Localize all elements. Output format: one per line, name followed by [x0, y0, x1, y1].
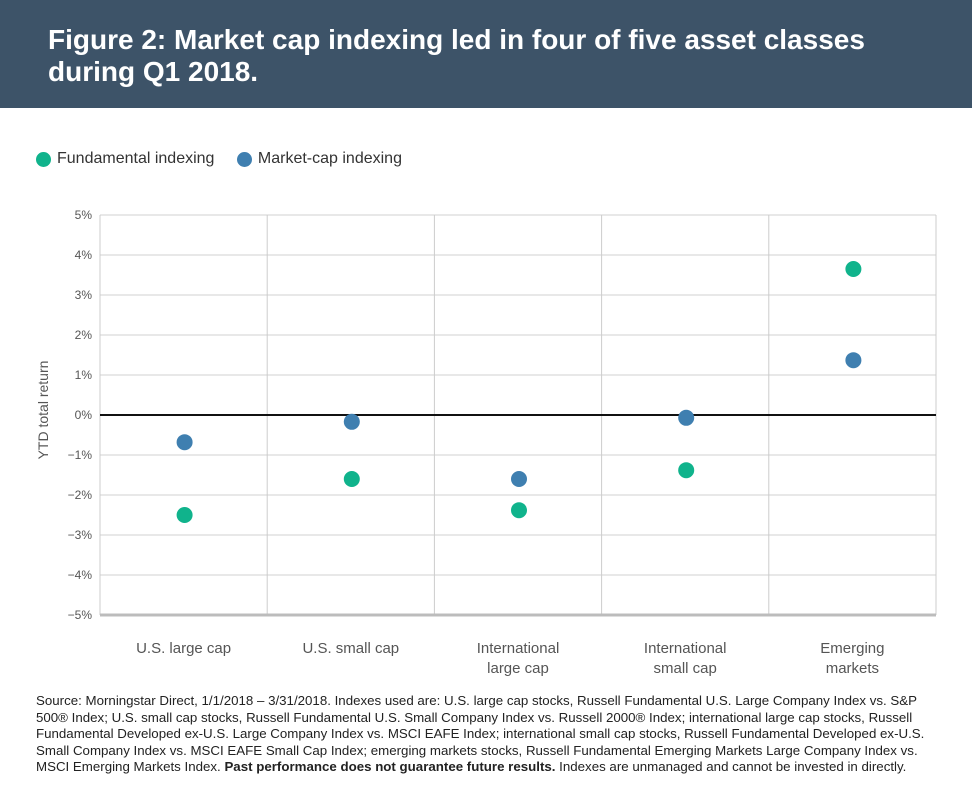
x-category-label: U.S. small cap	[302, 640, 399, 657]
figure-title: Figure 2: Market cap indexing led in fou…	[48, 24, 865, 87]
legend-dot-fundamental	[36, 151, 51, 167]
legend: Fundamental indexing Market-cap indexing	[36, 150, 420, 172]
y-tick-label: 0%	[75, 408, 93, 422]
x-category-label: U.S. large cap	[136, 640, 231, 657]
y-tick-label: −3%	[68, 528, 93, 542]
y-tick-label: −1%	[68, 448, 93, 462]
point-fundamental	[343, 471, 360, 487]
point-market-cap	[511, 471, 527, 487]
x-category-label: International	[477, 640, 560, 657]
point-fundamental	[511, 502, 527, 519]
x-category-label: International	[644, 640, 727, 657]
source-disclaimer: Past performance does not guarantee futu…	[224, 759, 556, 774]
y-tick-label: 5%	[75, 208, 93, 222]
header-banner: Figure 2: Market cap indexing led in fou…	[0, 0, 972, 108]
legend-dot-market-cap	[236, 151, 252, 167]
y-tick-label: −2%	[68, 488, 93, 502]
legend-label-market-cap: Market-cap indexing	[257, 150, 402, 167]
y-tick-label: −5%	[68, 608, 93, 622]
point-fundamental	[176, 507, 193, 523]
source-text-end: Indexes are unmanaged and cannot be inve…	[555, 759, 907, 774]
y-tick-label: 4%	[75, 248, 93, 262]
source-note: Source: Morningstar Direct, 1/1/2018 – 3…	[36, 693, 936, 776]
x-category-label: markets	[826, 660, 879, 677]
y-tick-label: 1%	[75, 368, 93, 382]
source-text: Source: Morningstar Direct, 1/1/2018 – 3…	[36, 693, 925, 774]
y-axis-title: YTD total return	[35, 361, 51, 460]
legend-item-market-cap: Market-cap indexing	[236, 150, 402, 168]
x-category-label: large cap	[487, 660, 549, 677]
legend-label-fundamental: Fundamental indexing	[57, 150, 215, 167]
point-fundamental	[845, 261, 862, 277]
x-category-label: small cap	[654, 660, 717, 677]
point-fundamental	[678, 462, 695, 479]
point-market-cap	[176, 434, 193, 451]
y-tick-label: 3%	[75, 288, 93, 302]
y-tick-label: −4%	[68, 568, 93, 582]
x-category-label: Emerging	[820, 640, 884, 657]
scatter-chart: 5% 4% 3% 2% 1% 0% −1% −2% −3% −4% −5% YTD total ret…	[35, 208, 937, 677]
point-market-cap	[845, 352, 862, 369]
point-market-cap	[678, 409, 695, 426]
point-market-cap	[343, 413, 360, 430]
y-tick-label: 2%	[75, 328, 93, 342]
legend-item-fundamental: Fundamental indexing	[36, 150, 214, 168]
